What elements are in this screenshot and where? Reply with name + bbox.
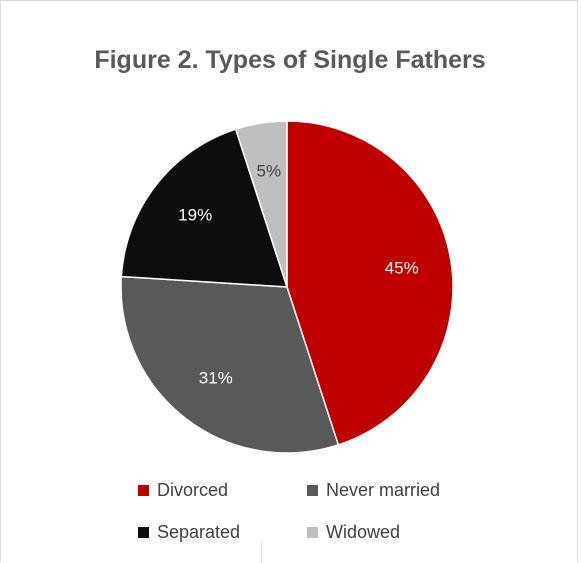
legend-item-separated: Separated: [138, 522, 240, 543]
legend-swatch-never-married: [307, 485, 318, 496]
legend-swatch-divorced: [138, 485, 149, 496]
data-label-never-married: 31%: [199, 368, 233, 387]
pie-slice-never-married: [120, 275, 340, 454]
legend-swatch-widowed: [307, 527, 318, 538]
chart-title: Figure 2. Types of Single Fathers: [94, 46, 486, 74]
legend-label-separated: Separated: [157, 522, 241, 542]
legend-label-divorced: Divorced: [157, 480, 229, 500]
pie-slice-separated: [120, 128, 289, 288]
legend-item-divorced: Divorced: [138, 480, 228, 501]
data-label-divorced: 45%: [385, 258, 419, 277]
legend-item-widowed: Widowed: [307, 522, 400, 543]
pie-slice-widowed: [234, 120, 288, 288]
legend-item-never-married: Never married: [307, 480, 440, 501]
data-label-widowed: 5%: [257, 162, 282, 181]
legend-label-widowed: Widowed: [326, 522, 401, 542]
data-label-separated: 19%: [178, 205, 212, 224]
legend-label-never-married: Never married: [326, 480, 441, 500]
pie-slice-divorced: [286, 120, 454, 446]
frame-divider: [261, 541, 262, 563]
legend-swatch-separated: [138, 527, 149, 538]
